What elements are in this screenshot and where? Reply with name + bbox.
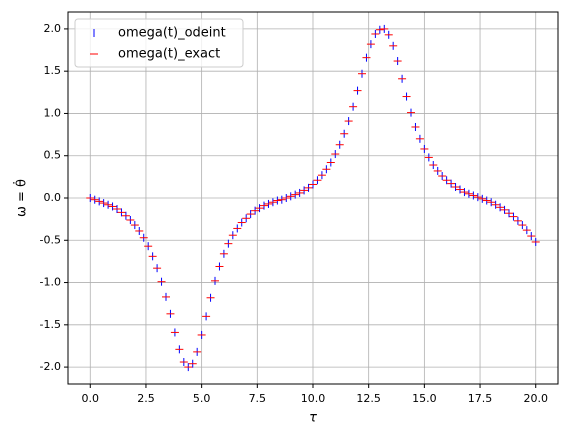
x-tick-label: 0.0 [82,392,100,405]
x-tick-label: 10.0 [301,392,326,405]
y-tick-label: -1.5 [40,318,61,331]
x-tick-label: 15.0 [412,392,437,405]
y-tick-label: 1.5 [44,64,62,77]
x-tick-label: 12.5 [356,392,381,405]
legend-label: omega(t)_exact [118,47,220,62]
x-axis-label: τ [309,411,317,426]
y-tick-label: -1.0 [40,276,61,289]
x-tick-label: 17.5 [468,392,493,405]
y-tick-label: 2.0 [44,22,62,35]
x-tick-label: 2.5 [137,392,155,405]
y-axis-label: ω = θ̇ [13,179,29,217]
y-tick-label: -2.0 [40,360,61,373]
x-tick-label: 5.0 [193,392,211,405]
plot-frame [67,11,559,385]
y-tick-label: 0.0 [44,191,62,204]
legend-box [74,18,244,68]
x-tick-label: 7.5 [249,392,267,405]
y-tick-label: -0.5 [40,233,61,246]
legend: omega(t)_odeint omega(t)_exact [74,18,244,68]
x-tick-label: 20.0 [523,392,548,405]
y-tick-label: 1.0 [44,106,62,119]
y-tick-label: 0.5 [44,149,62,162]
legend-label: omega(t)_odeint [118,26,226,41]
